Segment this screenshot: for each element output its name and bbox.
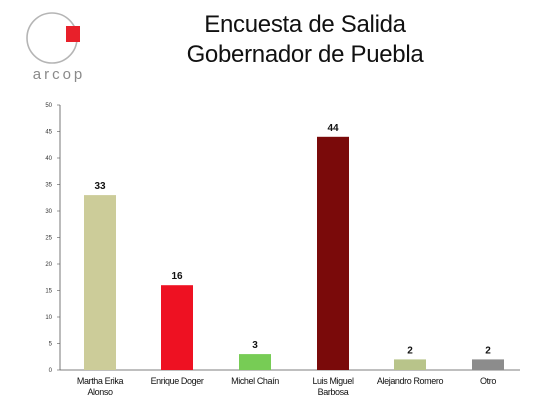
data-label: 2 — [407, 345, 413, 356]
x-tick-label: Enrique Doger — [151, 376, 204, 386]
y-tick-label: 35 — [45, 183, 52, 189]
x-tick-label: Alejandro Romero — [377, 376, 444, 386]
data-label: 16 — [171, 271, 183, 282]
bar — [239, 354, 271, 370]
bar — [317, 136, 349, 370]
y-tick-label: 30 — [45, 209, 52, 215]
y-tick-label: 50 — [45, 103, 52, 109]
y-tick-label: 15 — [45, 289, 52, 295]
arcop-logo — [18, 8, 98, 88]
x-tick-label: Luis Miguel — [312, 376, 354, 386]
y-tick-label: 0 — [49, 368, 53, 374]
y-tick-label: 10 — [45, 315, 52, 321]
x-tick-label: Martha Erika — [77, 376, 124, 386]
chart-title: Encuesta de Salida Gobernador de Puebla — [150, 10, 460, 70]
bar — [84, 195, 116, 370]
y-tick-label: 25 — [45, 236, 52, 242]
y-tick-label: 20 — [45, 262, 52, 268]
title-line-1: Encuesta de Salida — [204, 11, 406, 38]
bar — [394, 359, 426, 370]
data-label: 44 — [327, 123, 339, 134]
y-tick-label: 5 — [49, 342, 53, 348]
bar — [161, 285, 193, 370]
x-tick-label: Michel Chaín — [231, 376, 279, 386]
x-tick-label: Barbosa — [318, 387, 349, 397]
logo-wordmark: arcop — [32, 66, 86, 83]
x-tick-label: Alonso — [87, 387, 113, 397]
x-tick-label: Otro — [480, 376, 496, 386]
arcop-logo-mark-icon — [26, 12, 80, 64]
data-label: 2 — [485, 345, 491, 356]
data-label: 33 — [94, 181, 106, 192]
bar — [472, 359, 504, 370]
data-label: 3 — [252, 340, 258, 351]
y-tick-label: 45 — [45, 130, 52, 136]
title-line-2: Gobernador de Puebla — [186, 41, 424, 68]
y-tick-label: 40 — [45, 156, 52, 162]
